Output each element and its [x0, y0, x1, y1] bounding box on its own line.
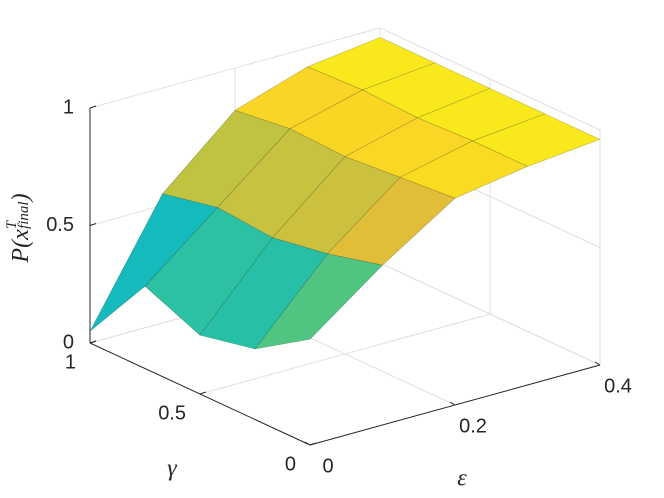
surface-patch	[254, 253, 384, 350]
x-tick	[449, 401, 456, 406]
y-tick	[89, 340, 97, 344]
z-tick	[89, 223, 97, 226]
x-tick-label: 0.4	[604, 375, 632, 397]
z-axis-label: P(xTfinal)	[4, 193, 33, 263]
grid-line	[199, 313, 491, 395]
y-tick-label: 1	[65, 351, 76, 373]
surface-patch	[326, 177, 456, 266]
y-tick-label: 0	[285, 453, 296, 475]
surface-patch	[89, 193, 219, 332]
z-label-base: P(x	[8, 229, 34, 264]
surface-patch	[399, 140, 529, 199]
z-label-sup: T	[4, 219, 20, 229]
y-axis-label: γ	[167, 456, 177, 482]
x-tick-label: 0	[322, 455, 333, 477]
x-tick	[594, 361, 601, 366]
y-tick	[199, 391, 207, 395]
x-axis-label: ε	[457, 466, 467, 492]
y-tick	[309, 442, 317, 446]
x-tick	[304, 441, 311, 446]
x-tick-label: 0.2	[459, 415, 487, 437]
z-tick-label: 0.5	[46, 214, 74, 236]
z-tick-label: 0	[63, 331, 74, 353]
z-tick-label: 1	[63, 96, 74, 118]
z-label-sub: final	[16, 201, 32, 229]
surface-patch	[471, 113, 601, 167]
z-tick	[89, 105, 97, 109]
surface-patch	[416, 88, 546, 142]
z-label-close: )	[8, 193, 34, 203]
y-tick-label: 0.5	[158, 402, 186, 424]
